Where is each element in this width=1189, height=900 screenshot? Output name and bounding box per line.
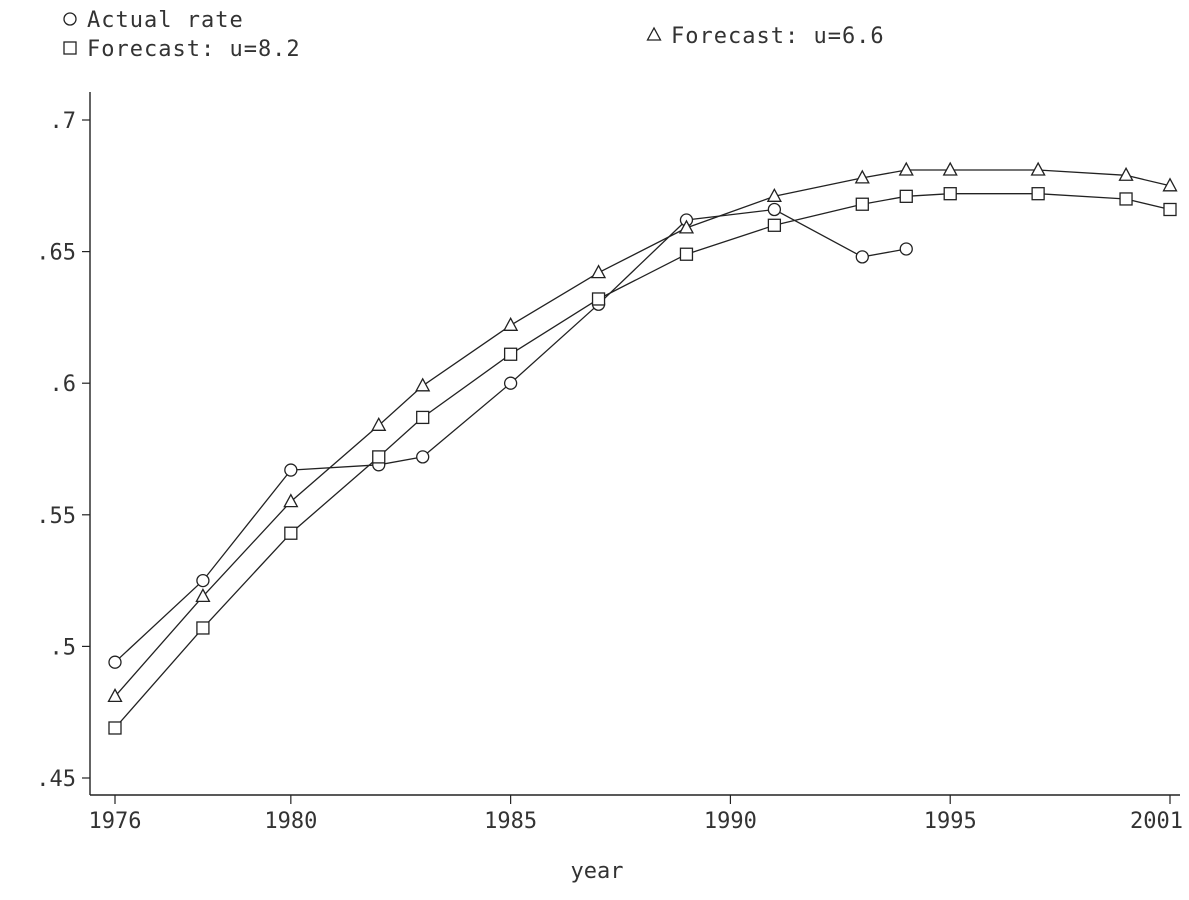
triangle-marker (590, 264, 607, 279)
series-square (108, 187, 1177, 735)
square-marker (372, 450, 386, 464)
triangle-marker (646, 26, 662, 41)
square-marker (855, 197, 869, 211)
triangle-marker (1030, 161, 1046, 176)
square-marker (108, 721, 122, 735)
square-marker (1119, 192, 1133, 206)
triangle-marker (898, 161, 914, 176)
square-marker (1163, 202, 1177, 217)
circle-marker (899, 242, 913, 256)
triangle-marker (1162, 177, 1178, 192)
triangle-marker (1118, 166, 1134, 181)
square-marker (899, 189, 913, 203)
circle-marker (196, 573, 210, 588)
y-tick-label: .5 (50, 635, 77, 660)
y-tick-label: .65 (36, 241, 76, 266)
legend-item: Forecast: u=8.2 (63, 37, 301, 62)
triangle-marker (503, 316, 519, 331)
square-marker (284, 526, 298, 540)
circle-marker (767, 202, 782, 217)
x-tick-label: 1990 (704, 809, 757, 834)
series-group (107, 161, 1178, 735)
legend: Actual rate Forecast: u=8.2 Forecast: u=6.… (63, 8, 885, 62)
series-line (114, 169, 1171, 697)
circle-marker (284, 463, 298, 477)
legend-label: Forecast: u=6.6 (671, 24, 885, 49)
triangle-marker (415, 377, 431, 392)
triangle-marker (195, 588, 211, 603)
legend-item: Forecast: u=6.6 (646, 24, 885, 49)
legend-label: Forecast: u=8.2 (87, 37, 301, 62)
legend-label: Actual rate (87, 8, 244, 33)
square-marker (1031, 187, 1045, 201)
triangle-marker (107, 688, 123, 703)
x-tick-label: 1985 (484, 809, 537, 834)
square-marker (503, 347, 518, 361)
y-tick-label: .55 (36, 504, 76, 529)
axes: .45 .5 .55 .6 .65 .7 1976 1980 1985 1990 1995 2001 y… (36, 92, 1183, 884)
triangle-marker (766, 187, 782, 202)
circle-marker (416, 450, 430, 464)
y-tick-label: .45 (36, 767, 76, 792)
triangle-marker (371, 416, 387, 431)
triangle-marker (678, 219, 695, 234)
x-tick-label: 1976 (89, 809, 142, 834)
x-tick-label: 2001 (1130, 809, 1183, 834)
square-marker (679, 247, 694, 261)
x-tick-label: 1995 (924, 809, 977, 834)
square-marker (767, 218, 782, 232)
x-axis-label: year (571, 859, 624, 884)
square-marker (416, 410, 430, 425)
square-marker (196, 621, 210, 635)
series-triangle (107, 161, 1178, 703)
triangle-marker (942, 161, 958, 176)
y-tick-label: .6 (50, 372, 77, 397)
circle-marker (108, 655, 122, 669)
triangle-marker (854, 169, 870, 184)
circle-marker (503, 376, 518, 390)
square-marker (63, 41, 77, 55)
legend-item: Actual rate (63, 8, 244, 33)
series-line (114, 193, 1171, 729)
y-tick-label: .7 (50, 109, 77, 134)
circle-marker (63, 12, 77, 26)
square-marker (943, 187, 957, 201)
x-tick-label: 1980 (264, 809, 317, 834)
circle-marker (855, 250, 869, 264)
square-marker (591, 292, 606, 306)
triangle-marker (283, 493, 299, 508)
